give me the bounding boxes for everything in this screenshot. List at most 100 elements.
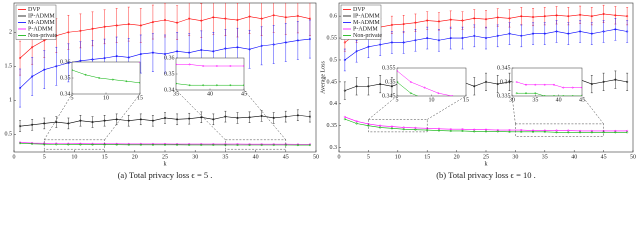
- marker: [284, 41, 287, 44]
- marker: [543, 130, 546, 133]
- marker: [67, 61, 70, 64]
- marker: [531, 15, 535, 19]
- marker: [626, 131, 629, 134]
- marker: [176, 21, 179, 24]
- marker: [520, 130, 523, 133]
- marker: [19, 57, 22, 60]
- marker: [236, 18, 239, 22]
- figure: 0.511.520 5 10 15 20 25 30 35 40 45 50k(a) Total p…: [5, 2, 636, 180]
- error-bar: [473, 24, 476, 48]
- marker: [402, 41, 405, 44]
- zoom-connector: [368, 95, 398, 120]
- marker: [296, 114, 299, 117]
- y-tick-label: 0.35: [327, 123, 338, 129]
- marker: [590, 129, 593, 133]
- error-bar: [79, 115, 82, 127]
- marker: [379, 126, 382, 129]
- inset-series-group: [176, 63, 244, 87]
- marker: [103, 57, 106, 60]
- error-bar: [260, 26, 263, 66]
- series-line: [72, 69, 140, 84]
- marker: [272, 116, 275, 120]
- marker: [91, 121, 94, 124]
- marker: [473, 85, 476, 88]
- zoom-connector: [581, 95, 604, 125]
- x-tick-label: 30: [192, 154, 198, 160]
- marker: [151, 143, 154, 146]
- marker: [163, 116, 167, 120]
- x-tick-label: 15: [424, 154, 430, 160]
- x-tick-label: 10: [395, 154, 401, 160]
- marker: [496, 129, 499, 132]
- zoom-connector: [104, 93, 141, 140]
- y-tick-label: 2: [9, 30, 12, 36]
- x-tick-label: 45: [283, 154, 289, 160]
- marker: [484, 80, 488, 83]
- marker: [215, 65, 218, 67]
- marker: [202, 84, 205, 87]
- zoom-box: [368, 119, 428, 133]
- y-axis-label: Average Loss: [320, 60, 326, 93]
- marker: [31, 46, 34, 49]
- marker: [437, 20, 440, 23]
- inset-x-tick-label: 10: [103, 95, 109, 101]
- inset-x-tick-label: 35: [173, 91, 179, 97]
- error-bar: [248, 30, 251, 69]
- marker: [355, 85, 358, 88]
- inset-x-tick-label: 15: [463, 97, 469, 103]
- marker: [248, 15, 251, 18]
- marker: [99, 57, 100, 58]
- marker: [409, 92, 412, 95]
- marker: [567, 15, 570, 18]
- inset-y-tick-label: 0.355: [382, 65, 396, 71]
- marker: [390, 127, 393, 130]
- inset-x-tick-label: 45: [241, 91, 247, 97]
- marker: [449, 18, 452, 21]
- error-bar: [437, 29, 440, 52]
- marker: [484, 18, 488, 21]
- marker: [409, 81, 412, 83]
- error-bar: [402, 31, 405, 54]
- marker: [55, 121, 58, 124]
- inset-y-tick-label: 0.35: [60, 75, 71, 81]
- marker: [520, 15, 523, 18]
- error-bar: [248, 111, 251, 123]
- error-bar: [414, 29, 417, 52]
- series-line: [397, 70, 454, 96]
- marker: [543, 95, 546, 96]
- marker: [176, 82, 177, 85]
- marker: [139, 118, 142, 121]
- legend-label: M-ADMM: [28, 20, 55, 26]
- marker: [581, 95, 582, 96]
- marker: [461, 19, 464, 22]
- marker: [465, 109, 466, 110]
- error-bar: [151, 115, 154, 127]
- error-bar: [485, 26, 487, 50]
- marker: [525, 92, 527, 95]
- zoom-connector: [511, 95, 516, 124]
- marker: [567, 32, 570, 35]
- marker: [531, 129, 535, 132]
- marker: [188, 143, 191, 146]
- inset-x-tick-label: 40: [556, 97, 562, 103]
- inset-series-group: [72, 57, 140, 84]
- marker: [139, 24, 142, 27]
- series-line: [397, 81, 419, 96]
- x-tick-label: 5: [43, 154, 46, 160]
- error-bar: [496, 75, 499, 94]
- error-bar: [614, 70, 617, 89]
- legend-label: IP-ADMM: [28, 13, 55, 19]
- marker: [397, 69, 398, 72]
- marker: [296, 144, 299, 147]
- x-tick-label: 35: [222, 154, 228, 160]
- inset-y-tick-label: 0.345: [497, 65, 511, 71]
- marker: [531, 130, 535, 133]
- marker: [111, 78, 114, 81]
- marker: [567, 131, 570, 134]
- error-bar: [626, 20, 629, 43]
- legend-label: Non-private: [28, 33, 57, 39]
- marker: [248, 48, 251, 51]
- inset-y-tick-label: 0.335: [497, 93, 511, 99]
- marker: [229, 65, 232, 67]
- error-bar: [449, 26, 452, 50]
